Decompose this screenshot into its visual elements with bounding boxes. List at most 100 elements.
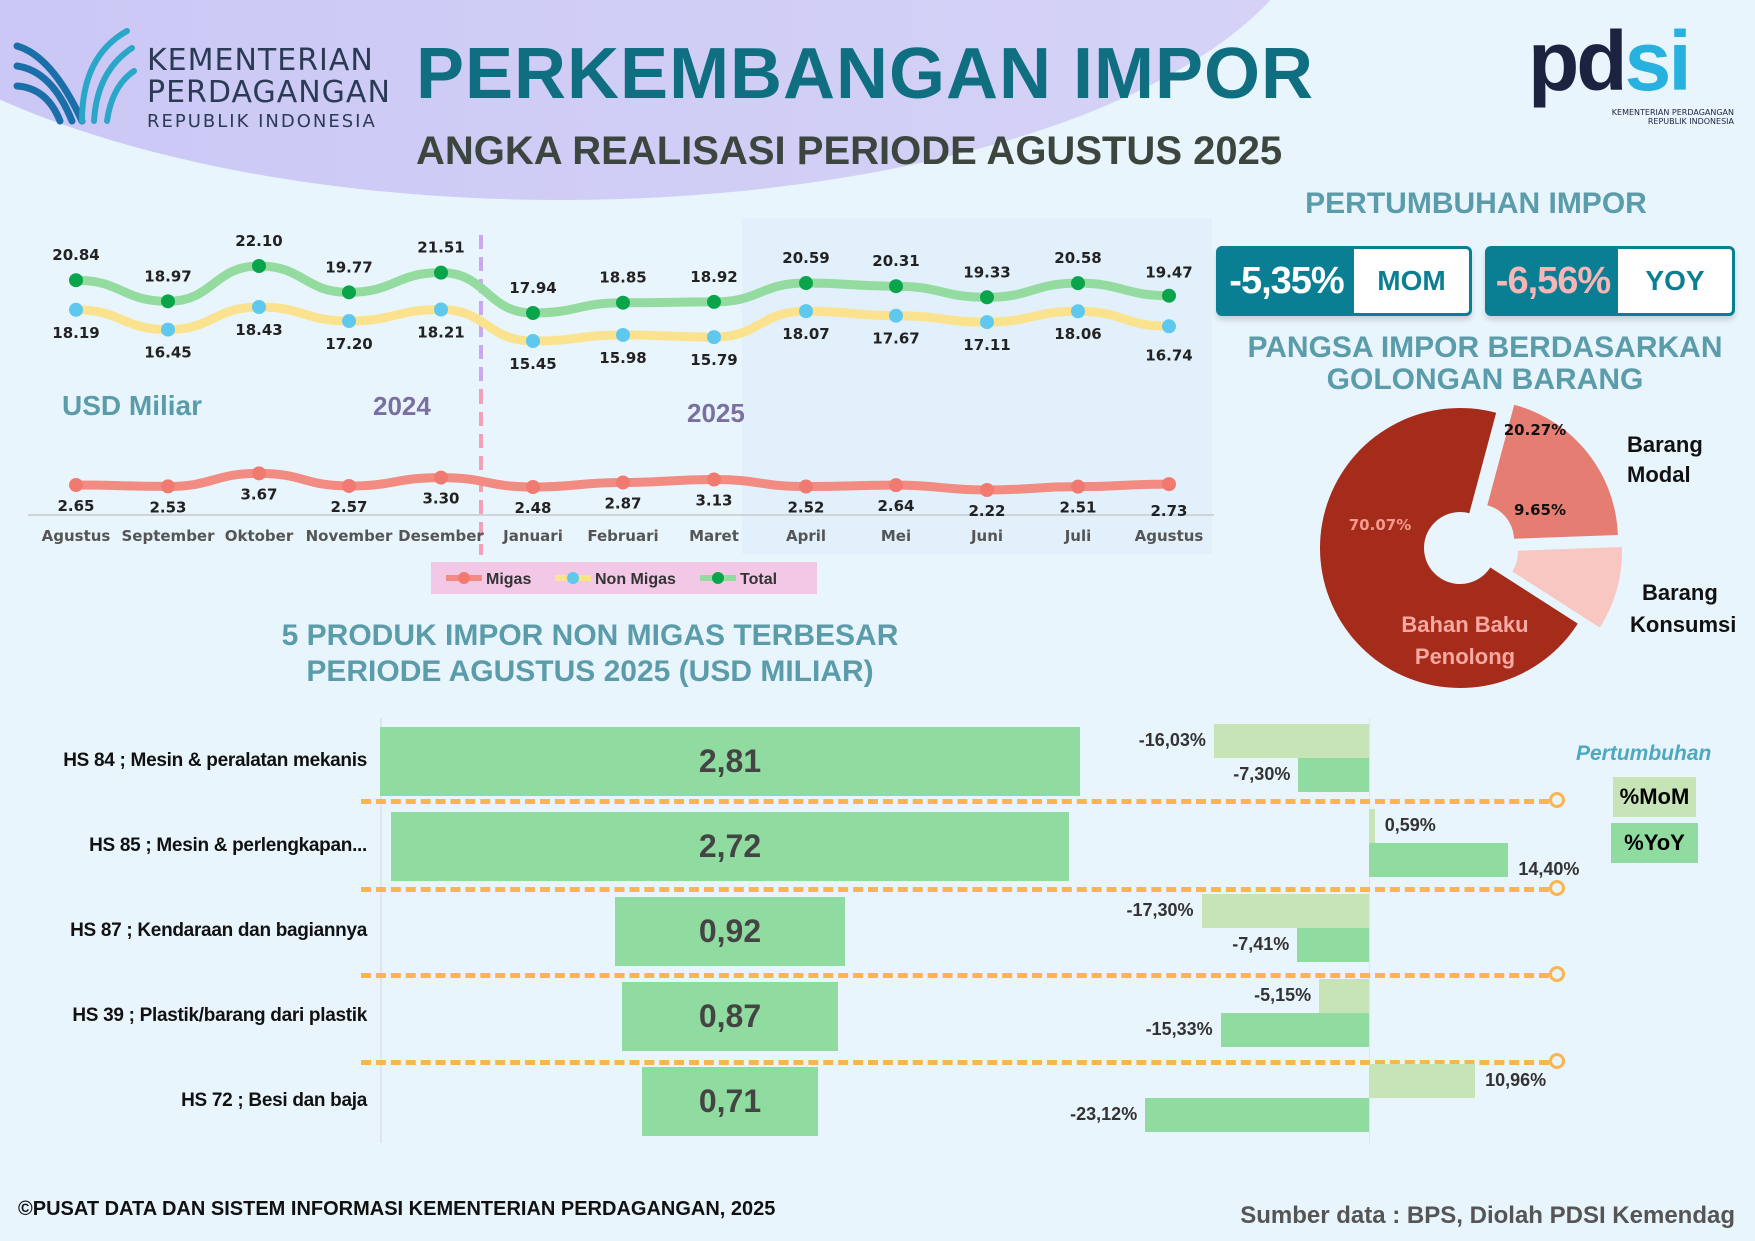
slice-barang-konsumsi (1512, 547, 1622, 628)
month-label: Agustus (1135, 527, 1204, 545)
label-bahan-2: Penolong (1415, 644, 1515, 669)
month-label: September (122, 527, 216, 545)
data-label: 20.84 (52, 246, 99, 264)
legend-mom: %MoM (1613, 777, 1696, 817)
data-label: 21.51 (417, 239, 464, 257)
top-products-title-1: 5 PRODUK IMPOR NON MIGAS TERBESAR (281, 619, 899, 652)
top-products-title-2: PERIODE AGUSTUS 2025 (USD MILIAR) (306, 655, 874, 688)
growth-bar-yoy (1297, 928, 1369, 962)
data-point (434, 265, 448, 280)
slice-barang-modal (1487, 404, 1618, 539)
slice-bahan-baku-penolong (1320, 407, 1578, 688)
data-point (799, 276, 813, 291)
yoy-label: YOY (1645, 265, 1705, 296)
data-label: 18.21 (417, 324, 464, 342)
data-label: 19.77 (325, 258, 372, 276)
month-label: Desember (398, 527, 484, 545)
ministry-logo: KEMENTERIAN PERDAGANGAN REPUBLIK INDONES… (12, 26, 392, 136)
data-point (69, 302, 83, 317)
data-label: 18.07 (782, 325, 829, 343)
product-bar: 2,72 (391, 812, 1069, 881)
growth-bar-mom (1369, 1064, 1476, 1098)
legend-label: Non Migas (595, 571, 676, 588)
data-point (980, 290, 994, 305)
data-point (252, 300, 266, 315)
data-label: 17.11 (963, 336, 1010, 354)
data-label: 18.97 (144, 267, 191, 285)
row-divider (361, 799, 1549, 804)
data-point (889, 279, 903, 294)
pdsi-logo: pdsi KEMENTERIAN PERDAGANGAN REPUBLIK IND… (1528, 18, 1738, 129)
month-label: Februari (587, 527, 658, 545)
share-donut-chart: 20.27% 9.65% 70.07% Barang Modal Barang Konsum… (1320, 404, 1736, 688)
data-point (526, 306, 540, 320)
data-point (161, 479, 175, 494)
growth-bar-yoy (1298, 758, 1369, 792)
data-label: 2.53 (149, 498, 186, 516)
growth-label: -17,30% (1126, 900, 1194, 920)
unit-label: USD Miliar (62, 390, 202, 421)
page-title: PERKEMBANGAN IMPOR (416, 34, 1315, 114)
data-label: 2.22 (968, 502, 1005, 520)
data-point (526, 480, 540, 495)
product-label: HS 84 ; Mesin & peralatan mekanis (63, 750, 367, 771)
data-point (616, 295, 630, 310)
data-point (342, 285, 356, 300)
data-point (252, 466, 266, 481)
data-label: 17.94 (509, 279, 556, 297)
month-label: November (306, 527, 393, 545)
data-label: 22.10 (235, 232, 282, 250)
row-divider (361, 973, 1549, 978)
highlight-region (742, 218, 1212, 554)
data-point (707, 294, 721, 309)
data-point (1071, 304, 1085, 319)
growth-label: -16,03% (1138, 730, 1206, 750)
data-point (161, 322, 175, 337)
data-label: 19.47 (1145, 264, 1192, 282)
growth-bar-mom (1369, 809, 1375, 843)
growth-bar-yoy (1145, 1098, 1369, 1132)
legend-box (431, 562, 817, 594)
data-label: 2.52 (787, 499, 824, 517)
data-point (434, 302, 448, 317)
data-point (707, 472, 721, 487)
pdsi-wordmark: pdsi (1528, 14, 1692, 108)
mom-label: MOM (1377, 265, 1446, 296)
row-divider (361, 887, 1549, 892)
logo-line2: PERDAGANGAN (147, 75, 391, 110)
legend-label: Total (740, 571, 777, 588)
month-label: April (786, 527, 826, 545)
data-point (707, 330, 721, 345)
data-source: Sumber data : BPS, Diolah PDSI Kemendag (1240, 1202, 1735, 1229)
growth-label: -15,33% (1145, 1019, 1213, 1039)
data-label: 19.33 (963, 263, 1010, 281)
growth-label: -23,12% (1070, 1104, 1138, 1124)
import-trend-line-chart: 2.65 2.53 3.67 2.57 3.30 2.48 2.87 3.13 2.52 2.64… (28, 218, 1214, 594)
bar-axis (380, 718, 382, 1143)
data-point (799, 304, 813, 319)
data-label: 18.92 (690, 268, 737, 286)
product-bar: 0,71 (641, 1067, 819, 1136)
month-label: Mei (881, 527, 911, 545)
data-point (980, 483, 994, 497)
data-label: 2.87 (604, 495, 641, 513)
data-point (69, 273, 83, 288)
row-divider-end (1549, 792, 1565, 808)
growth-label: 14,40% (1518, 859, 1580, 879)
row-divider-end (1549, 880, 1565, 896)
month-label: Maret (689, 527, 739, 545)
data-label: 18.43 (235, 321, 282, 339)
label-bahan-1: Bahan Baku (1401, 612, 1528, 637)
growth-label: 10,96% (1485, 1070, 1547, 1090)
slice-value: 70.07% (1349, 516, 1411, 534)
data-point (616, 327, 630, 342)
data-label: 18.19 (52, 324, 99, 342)
data-label: 20.59 (782, 249, 829, 267)
data-label: 3.30 (422, 490, 459, 508)
data-point (1071, 276, 1085, 291)
data-label: 2.57 (330, 498, 367, 516)
data-label: 2.73 (1150, 502, 1187, 520)
data-point (1071, 479, 1085, 494)
month-label: Agustus (42, 527, 111, 545)
